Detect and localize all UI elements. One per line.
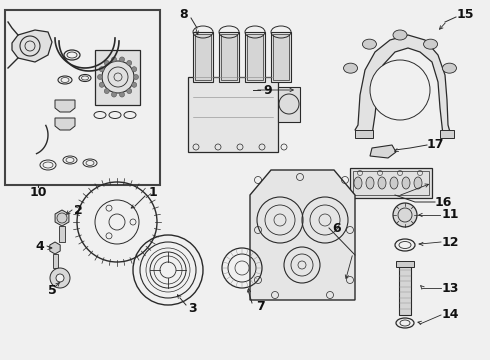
Bar xyxy=(193,32,213,82)
Bar xyxy=(221,34,237,80)
Circle shape xyxy=(99,82,104,87)
Circle shape xyxy=(133,75,139,80)
Ellipse shape xyxy=(414,177,422,189)
Circle shape xyxy=(120,92,124,97)
Ellipse shape xyxy=(393,30,407,40)
Ellipse shape xyxy=(366,177,374,189)
Polygon shape xyxy=(50,242,60,254)
Bar xyxy=(399,265,411,315)
Text: 15: 15 xyxy=(456,9,474,22)
Ellipse shape xyxy=(378,177,386,189)
Bar xyxy=(355,130,373,138)
Text: 16: 16 xyxy=(434,195,452,208)
Bar xyxy=(219,32,239,82)
Text: 3: 3 xyxy=(188,302,196,315)
Bar xyxy=(5,10,160,185)
Text: 17: 17 xyxy=(426,139,444,152)
Circle shape xyxy=(98,75,102,80)
Circle shape xyxy=(56,274,64,282)
Polygon shape xyxy=(55,100,75,112)
Polygon shape xyxy=(12,30,52,62)
Bar xyxy=(278,87,300,122)
Ellipse shape xyxy=(354,177,362,189)
Text: 6: 6 xyxy=(333,221,342,234)
Circle shape xyxy=(132,67,137,72)
Ellipse shape xyxy=(442,63,457,73)
Circle shape xyxy=(393,203,417,227)
Circle shape xyxy=(120,57,124,62)
Circle shape xyxy=(104,89,109,94)
Polygon shape xyxy=(55,118,75,130)
Text: 1: 1 xyxy=(148,185,157,198)
Bar xyxy=(273,34,289,80)
Ellipse shape xyxy=(402,177,410,189)
Bar xyxy=(188,77,278,152)
Circle shape xyxy=(127,89,132,94)
Text: 7: 7 xyxy=(256,301,265,314)
Bar xyxy=(59,226,65,242)
Bar xyxy=(52,254,57,268)
Ellipse shape xyxy=(390,177,398,189)
Text: 10: 10 xyxy=(29,186,47,199)
Bar xyxy=(350,168,432,198)
Ellipse shape xyxy=(423,39,438,49)
Text: 5: 5 xyxy=(48,284,56,297)
Bar xyxy=(95,50,140,105)
Circle shape xyxy=(132,82,137,87)
Polygon shape xyxy=(370,145,396,158)
Text: 9: 9 xyxy=(264,84,272,96)
Text: 13: 13 xyxy=(441,282,459,294)
Circle shape xyxy=(99,67,104,72)
Bar xyxy=(247,34,263,80)
Text: 12: 12 xyxy=(441,235,459,248)
Bar xyxy=(396,261,414,267)
Circle shape xyxy=(104,60,109,66)
Bar xyxy=(271,32,291,82)
Bar xyxy=(353,171,429,195)
Circle shape xyxy=(127,60,132,66)
Text: 14: 14 xyxy=(441,309,459,321)
Circle shape xyxy=(370,60,430,120)
Circle shape xyxy=(112,57,117,62)
Circle shape xyxy=(112,92,117,97)
Text: 4: 4 xyxy=(36,239,45,252)
Ellipse shape xyxy=(343,63,358,73)
Polygon shape xyxy=(355,35,450,138)
Bar xyxy=(245,32,265,82)
Polygon shape xyxy=(250,170,355,300)
Ellipse shape xyxy=(363,39,376,49)
Text: 11: 11 xyxy=(441,208,459,221)
Polygon shape xyxy=(55,210,69,226)
Bar xyxy=(195,34,211,80)
Circle shape xyxy=(50,268,70,288)
Bar xyxy=(440,130,454,138)
Text: 8: 8 xyxy=(180,8,188,21)
Text: 2: 2 xyxy=(74,203,82,216)
